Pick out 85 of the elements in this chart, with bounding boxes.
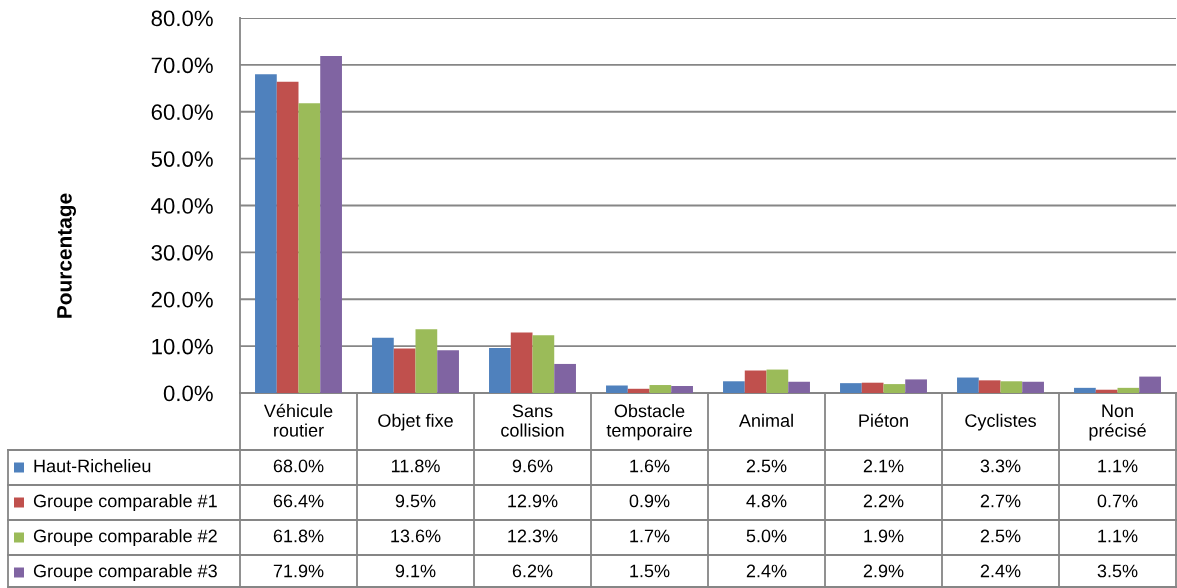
y-tick-label: 40.0% (151, 198, 213, 214)
data-label: 13.6% (391, 529, 441, 543)
x-tick-label: Cyclistes (965, 413, 1036, 431)
bar (606, 385, 628, 393)
bar (883, 384, 906, 393)
y-tick-label: 60.0% (151, 104, 213, 121)
data-label: 1.9% (864, 529, 904, 543)
data-label: 9.1% (395, 564, 436, 578)
bar (861, 382, 884, 393)
data-label: 0.7% (1097, 494, 1138, 508)
data-label: 1.1% (1098, 529, 1138, 543)
data-label: 1.5% (630, 564, 670, 578)
bar (957, 377, 979, 393)
bar (627, 388, 650, 393)
data-label: 6.2% (512, 564, 553, 578)
y-tick-label: 80.0% (151, 10, 213, 27)
data-label: 2.5% (746, 459, 787, 473)
bar (723, 381, 745, 393)
data-label: 3.5% (1097, 564, 1138, 578)
bar (1022, 381, 1044, 393)
bar (532, 335, 555, 393)
legend-label: Groupe comparable #3 (33, 564, 217, 581)
data-label: 66.4% (273, 494, 324, 508)
bar (1117, 387, 1140, 393)
bar (489, 348, 511, 393)
data-label: 4.8% (746, 494, 787, 508)
bar (671, 385, 693, 393)
data-label: 2.4% (746, 564, 787, 578)
x-tick-label: Obstacle temporaire (606, 404, 692, 441)
bar (372, 337, 394, 393)
data-label: 1.7% (630, 529, 670, 543)
bar (744, 370, 767, 393)
y-axis-title: Pourcentage (57, 193, 76, 318)
x-tick-label: Véhicule routier (263, 403, 333, 437)
bar (649, 385, 672, 393)
x-tick-label: Animal (738, 413, 793, 428)
bar (554, 363, 576, 393)
bar (320, 55, 342, 393)
data-label: 3.3% (980, 459, 1021, 473)
y-tick-label: 0.0% (163, 385, 213, 402)
bar (1000, 381, 1023, 393)
data-label: 2.2% (863, 494, 904, 508)
legend-label: Groupe comparable #2 (33, 529, 217, 546)
legend-label: Haut-Richelieu (34, 459, 151, 473)
x-tick-label: Piéton (859, 413, 908, 428)
bar (437, 350, 459, 393)
bar (978, 380, 1001, 393)
bar (1074, 387, 1096, 393)
bar (905, 379, 927, 393)
data-label: 12.3% (508, 529, 558, 543)
bar (255, 74, 277, 393)
data-label: 9.6% (512, 459, 553, 473)
data-label: 2.1% (863, 459, 904, 473)
data-label: 0.9% (629, 494, 670, 508)
x-tick-label: Non précisé (1089, 404, 1146, 441)
data-label: 71.9% (273, 564, 324, 578)
data-label: 2.9% (863, 564, 904, 578)
data-label: 68.0% (273, 459, 324, 473)
x-tick-label: Sans collision (501, 404, 564, 437)
bar (415, 329, 438, 393)
y-tick-label: 70.0% (151, 57, 213, 74)
data-label: 2.4% (980, 564, 1021, 578)
bar (298, 103, 321, 393)
bar (1139, 376, 1161, 393)
y-tick-label: 10.0% (152, 338, 213, 355)
data-label: 2.7% (980, 494, 1021, 508)
data-label: 1.1% (1098, 459, 1138, 473)
data-label: 1.6% (630, 459, 670, 473)
bar (766, 369, 789, 393)
bar (788, 381, 810, 393)
y-tick-label: 20.0% (151, 291, 213, 308)
data-label: 5.0% (746, 529, 787, 543)
data-label: 61.8% (273, 529, 324, 543)
data-label: 2.5% (980, 529, 1021, 543)
bar (510, 332, 533, 393)
x-tick-label: Objet fixe (378, 413, 453, 431)
bar (840, 383, 862, 393)
legend-label: Groupe comparable #1 (33, 494, 217, 511)
bar (276, 81, 299, 393)
data-label: 9.5% (395, 494, 436, 508)
data-label: 11.8% (391, 459, 440, 473)
data-label: 12.9% (508, 494, 558, 508)
y-tick-label: 30.0% (151, 244, 213, 261)
bar (393, 348, 416, 393)
y-tick-label: 50.0% (151, 151, 213, 167)
